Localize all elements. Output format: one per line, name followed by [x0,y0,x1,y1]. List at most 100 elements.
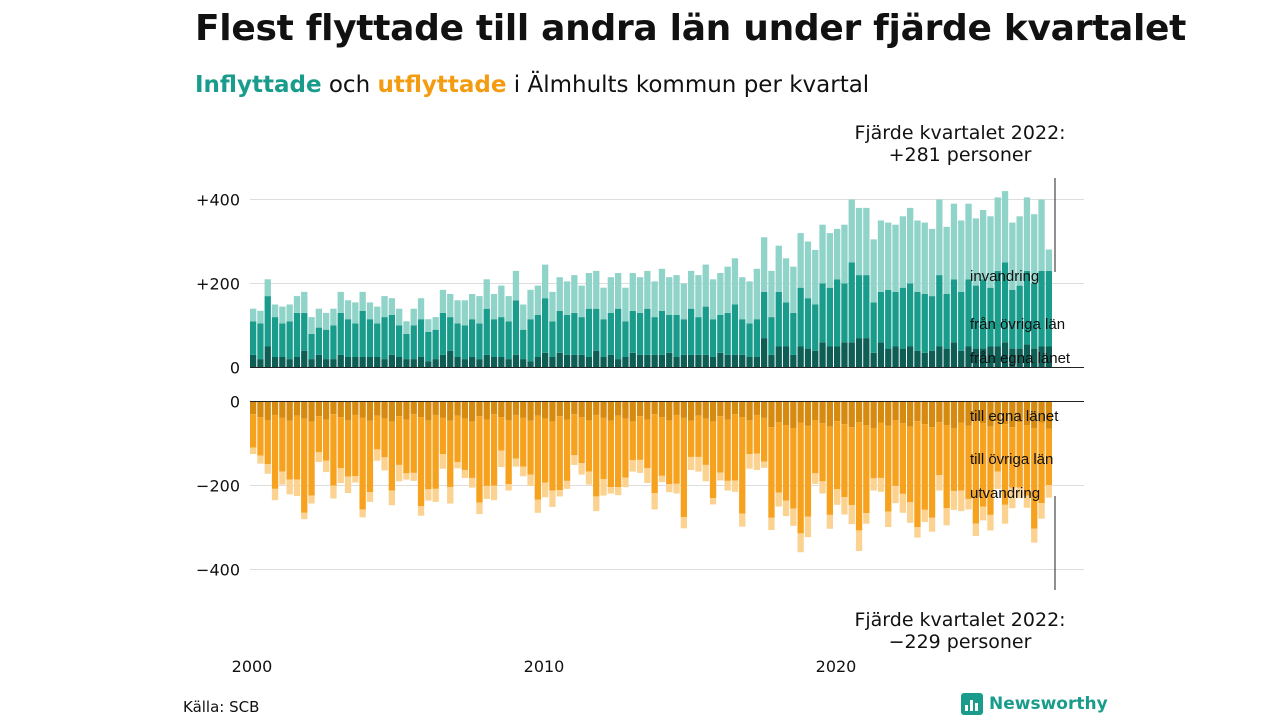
bar-out-emi [797,533,804,553]
bar-out-emi [666,484,673,493]
bar-out-local [651,401,658,415]
bar-in-local [578,354,585,368]
bar-out-other [1016,422,1023,488]
bar-in-imm [352,302,359,324]
bar-out-emi [688,456,695,470]
bar-in-other [848,262,855,343]
bar-in-other [1038,270,1045,347]
bar-in-imm [717,273,724,315]
bar-in-local [928,350,936,368]
bar-out-local [432,401,439,415]
bar-in-local [293,357,301,368]
bar-in-imm [848,199,855,263]
bar-out-other [374,415,381,450]
bar-out-emi [469,477,476,488]
bar-in-other [885,289,892,349]
bar-in-imm [571,275,578,313]
bar-in-imm [863,207,870,276]
bar-in-imm [731,258,739,305]
bar-out-local [899,401,906,424]
bar-in-local [826,346,833,368]
bar-out-local [454,401,461,416]
bar-in-other [366,319,374,357]
bar-in-other [271,317,279,357]
bar-in-other [315,327,322,355]
bar-out-emi [578,463,585,475]
bar-out-emi [520,466,527,477]
bar-out-local [980,401,987,424]
bar-out-local [921,401,928,425]
bar-in-imm [943,226,950,294]
bar-out-local [257,401,264,418]
bar-in-local [520,359,527,368]
bar-in-imm [549,291,556,322]
bar-in-imm [578,285,585,318]
bar-in-other [344,319,352,357]
bar-in-other [877,291,885,343]
bar-out-other [250,414,257,448]
bar-out-emi [936,475,943,491]
bar-out-emi [527,474,534,486]
bar-in-imm [724,266,731,313]
bar-out-local [461,401,468,419]
x-tick-label: 2010 [524,657,565,676]
bar-out-emi [600,479,607,496]
bar-out-local [855,401,863,423]
bar-out-local [819,401,826,424]
bar-out-local [907,401,914,427]
bar-in-other [585,308,593,357]
bar-in-local [527,361,534,368]
bar-in-other [775,291,782,347]
bar-out-other [980,423,987,507]
bar-out-emi [250,447,257,454]
bar-in-other [578,317,585,355]
bar-out-local [928,401,936,428]
bar-in-imm [1016,216,1023,286]
bar-out-other [972,420,979,524]
bar-out-emi [461,469,468,478]
bar-out-other [542,418,549,483]
bar-in-imm [264,279,271,297]
bar-in-imm [797,233,804,288]
bar-out-emi [381,457,388,471]
bar-out-local [761,401,768,418]
bar-in-local [512,354,520,368]
bar-out-other [578,417,585,464]
bar-in-local [447,350,454,368]
bar-in-local [534,357,541,368]
bar-out-emi [585,471,593,485]
bar-in-local [432,359,439,368]
bar-out-other [724,419,731,481]
bar-out-emi [366,492,374,502]
inflow-bars [250,191,1052,368]
bar-in-imm [739,277,746,320]
bar-in-other [490,319,498,357]
bar-out-local [271,401,279,415]
bar-out-other [936,422,943,475]
bar-out-local [593,401,600,415]
bar-in-other [615,308,622,360]
bar-out-emi [673,483,680,494]
bar-out-local [512,401,520,415]
bar-out-other [863,425,870,514]
bar-out-other [483,419,490,486]
bar-in-imm [958,220,965,292]
bar-in-local [724,354,731,368]
bar-in-imm [885,222,892,290]
bar-out-local [790,401,797,428]
bar-in-imm [1009,222,1016,290]
bar-in-local [607,354,614,368]
bar-out-local [1045,401,1052,429]
bar-in-other [403,333,410,360]
series-label-in-other: från övriga län [970,316,1065,333]
bar-in-local [936,346,943,368]
bar-in-other [301,312,308,351]
bar-in-imm [804,241,812,299]
bar-out-emi [870,478,877,491]
bar-in-other [381,317,388,360]
bar-in-local [658,354,666,368]
bar-out-local [629,401,636,422]
bar-out-emi [753,453,760,470]
bar-in-other [542,298,549,353]
